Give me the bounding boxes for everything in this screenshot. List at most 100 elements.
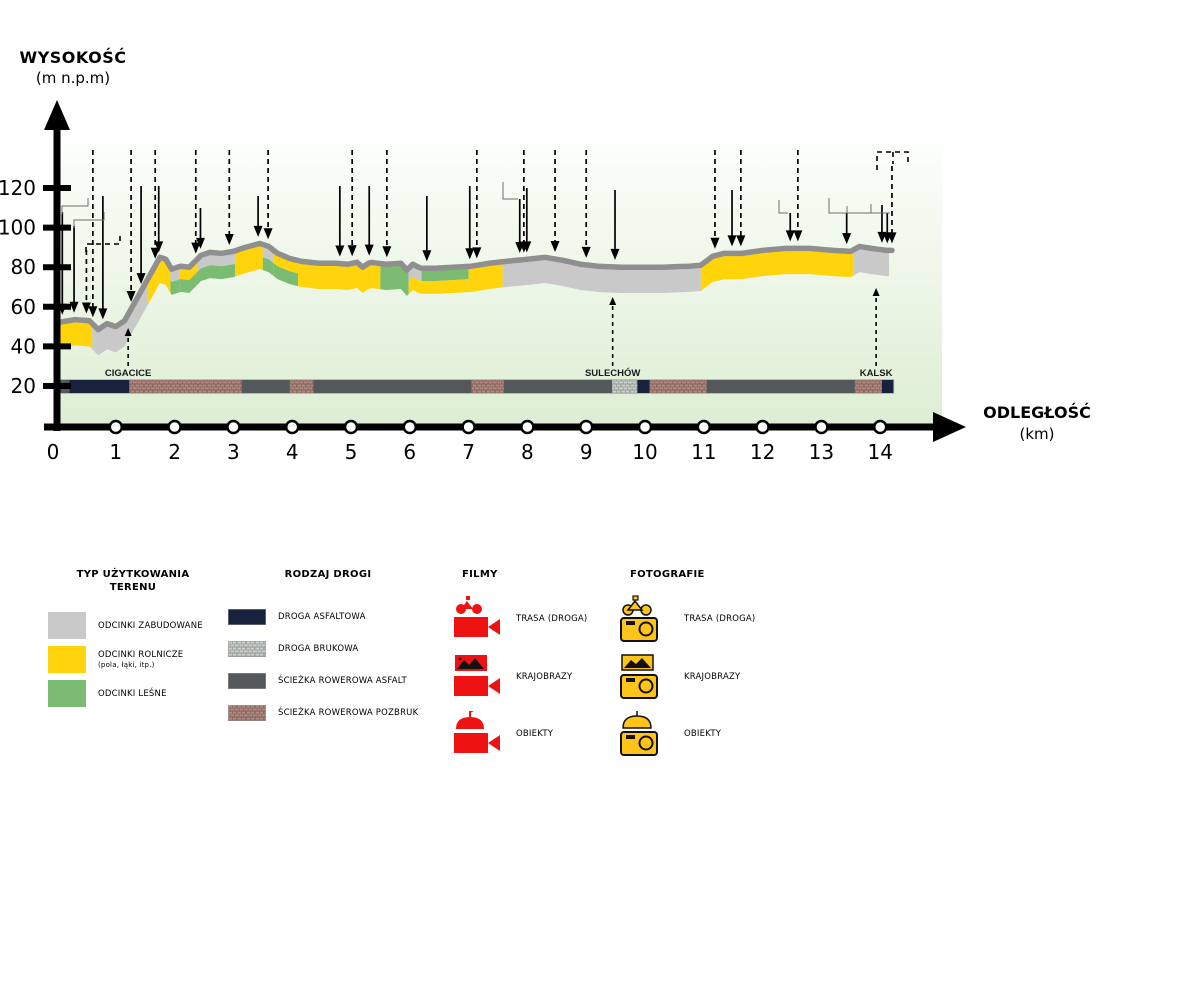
marker-connector — [778, 200, 788, 214]
legend-item-label: ŚCIEŻKA ROWEROWA POZBRUK — [278, 708, 419, 718]
road-segment-rower_asfalt — [313, 380, 472, 393]
legend-item-label: DROGA BRUKOWA — [278, 644, 359, 654]
swatch-agricultural — [48, 646, 86, 673]
x-tick-circle — [520, 419, 535, 435]
legend-item-label: TRASA (DROGA) — [516, 614, 588, 624]
x-tick-label: 13 — [809, 440, 834, 464]
photo-camera-building-icon — [620, 711, 658, 756]
x-tick-circle — [284, 419, 300, 435]
x-tick-circle — [343, 419, 359, 435]
land-segment-rolnicze — [57, 319, 93, 350]
legend-land-use-title-line1: TYP UŻYTKOWANIA — [76, 569, 190, 580]
place-label: KALSK — [860, 368, 893, 379]
land-segment-rolnicze — [298, 260, 381, 293]
marker-connector — [61, 198, 89, 214]
x-tick-label: 5 — [345, 440, 358, 464]
legend-land-use: TYP UŻYTKOWANIA TERENU ODCINKI ZABUDOWAN… — [48, 568, 218, 714]
legend-item-photo-obiekty: OBIEKTY — [620, 711, 780, 757]
x-tick-label: 0 — [47, 440, 60, 464]
x-tick-circle — [814, 419, 829, 435]
swatch-bike-path-asphalt — [228, 673, 266, 689]
legend-item-label: OBIEKTY — [684, 729, 722, 739]
film-camera-landscape-icon — [454, 655, 500, 696]
land-segment-lesne — [262, 257, 274, 276]
legend-item-label: DROGA ASFALTOWA — [278, 612, 366, 622]
road-segment-pozbruk — [129, 380, 242, 393]
y-tick-label: 120 — [0, 176, 36, 200]
legend-item-asfaltowa: DROGA ASFALTOWA — [228, 609, 428, 625]
film-camera-bicycle-icon — [454, 596, 500, 637]
legend-item-photo-trasa: TRASA (DROGA) — [620, 595, 780, 643]
land-segment-lesne — [179, 272, 197, 293]
x-tick-label: 12 — [750, 440, 775, 464]
x-tick-label: 8 — [521, 440, 534, 464]
marker-connector-dashed — [876, 151, 909, 170]
swatch-bike-path-pavers — [228, 705, 266, 721]
swatch-asphalt-road — [228, 609, 266, 625]
road-segment-asfaltowa — [881, 380, 894, 393]
marker-connector — [73, 212, 105, 228]
legend-item-pozbruk: ŚCIEŻKA ROWEROWA POZBRUK — [228, 705, 428, 721]
road-segment-rower_asfalt — [706, 380, 855, 393]
y-axis-title-block: WYSOKOŚĆ (m n.p.m) — [8, 48, 138, 87]
land-segment-rolnicze — [468, 261, 503, 293]
x-axis-title-block: ODLEGŁOŚĆ (km) — [972, 403, 1102, 443]
legend-item-sublabel: (pola, łąki, itp.) — [98, 661, 155, 669]
x-tick-circle — [402, 419, 418, 435]
x-tick-label: 2 — [168, 440, 181, 464]
marker-connector-dashed — [85, 236, 121, 252]
swatch-forest — [48, 680, 86, 707]
x-axis-title: ODLEGŁOŚĆ — [983, 403, 1091, 422]
x-tick-label: 4 — [286, 440, 299, 464]
legend-photos-title: FOTOGRAFIE — [630, 569, 705, 580]
road-segment-rower_asfalt — [241, 380, 290, 393]
land-segment-lesne — [380, 263, 409, 296]
swatch-built-up — [48, 612, 86, 639]
x-axis-unit: (km) — [1019, 425, 1055, 443]
film-camera-building-icon — [454, 711, 500, 753]
land-segment-lesne — [170, 279, 180, 295]
x-tick-circle — [755, 419, 770, 435]
x-tick-label: 10 — [632, 440, 657, 464]
place-label: CIGACICE — [105, 368, 151, 379]
land-segment-rolnicze — [700, 248, 854, 291]
land-segment-rolnicze — [235, 243, 263, 277]
legend-item-label: KRAJOBRAZY — [516, 672, 573, 682]
y-axis-arrow — [44, 100, 70, 130]
legend-item-label: OBIEKTY — [516, 729, 554, 739]
x-tick-label: 6 — [403, 440, 416, 464]
route-surface-line — [54, 240, 895, 333]
legend-item-film-krajobrazy: KRAJOBRAZY — [452, 654, 612, 700]
legend-land-use-title: TYP UŻYTKOWANIA TERENU — [48, 568, 218, 594]
land-segment-zabudowane — [502, 257, 701, 293]
road-segment-rower_asfalt — [503, 380, 613, 393]
legend-item-label: ODCINKI LEŚNE — [98, 688, 167, 699]
x-axis-arrow — [933, 412, 966, 442]
marker-connector — [828, 198, 890, 214]
x-tick-label: 14 — [867, 440, 892, 464]
land-segment-rolnicze — [408, 277, 422, 295]
legend-films-title: FILMY — [462, 569, 498, 580]
legend-item-lesne: ODCINKI LEŚNE — [48, 680, 218, 707]
legend-item-rower-asfalt: ŚCIEŻKA ROWEROWA ASFALT — [228, 673, 428, 689]
legend-item-label: ODCINKI ZABUDOWANE — [98, 620, 203, 631]
legend-item-photo-krajobrazy: KRAJOBRAZY — [620, 654, 780, 700]
x-tick-circle — [872, 419, 888, 435]
place-label: SULECHÓW — [585, 367, 640, 379]
legend-road-type: RODZAJ DROGI DROGA ASFALTOWA DROGA BRUKO… — [228, 568, 428, 732]
legend-item-label: KRAJOBRAZY — [684, 672, 741, 682]
y-axis-unit: (m n.p.m) — [35, 69, 111, 87]
x-tick-circle — [167, 419, 182, 435]
road-segment-pozbruk — [854, 380, 882, 393]
land-segment-lesne — [273, 262, 299, 287]
x-tick-circle — [696, 419, 712, 435]
legend-item-label: TRASA (DROGA) — [684, 614, 756, 624]
x-tick-label: 11 — [691, 440, 716, 464]
y-tick-label: 100 — [0, 216, 36, 240]
x-tick-label: 3 — [227, 440, 240, 464]
photo-camera-landscape-icon — [620, 654, 658, 699]
legend-item-zabudowane: ODCINKI ZABUDOWANE — [48, 612, 218, 639]
road-segment-pozbruk — [289, 380, 314, 393]
